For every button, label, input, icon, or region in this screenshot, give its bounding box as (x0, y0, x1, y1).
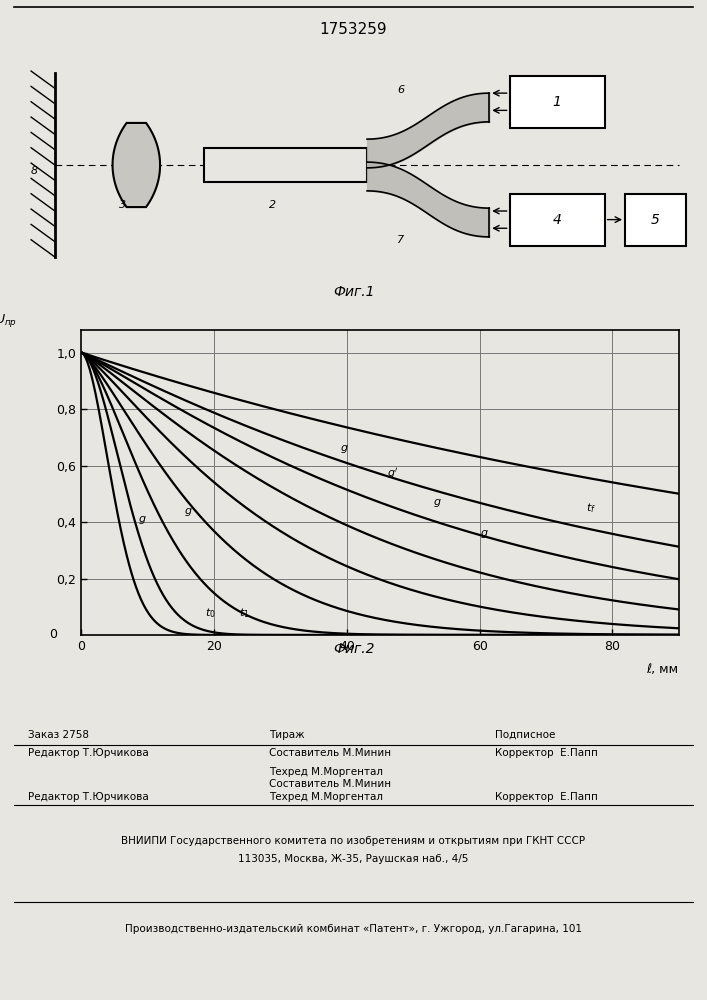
Text: 7: 7 (397, 235, 404, 245)
Text: $g$: $g$ (340, 443, 349, 455)
Bar (510, 194, 604, 245)
Text: 1: 1 (553, 95, 561, 109)
Text: Корректор  Е.Папп: Корректор Е.Папп (495, 792, 598, 802)
Text: Редактор Т.Юрчикова: Редактор Т.Юрчикова (28, 748, 149, 758)
Text: Подписное: Подписное (495, 730, 555, 740)
Bar (510, 76, 604, 128)
Text: ℓ, мм: ℓ, мм (647, 663, 679, 676)
Text: Техред М.Моргентал: Техред М.Моргентал (269, 792, 382, 802)
Text: Фиг.2: Фиг.2 (333, 642, 374, 656)
Text: 3: 3 (119, 200, 127, 210)
Text: 1753259: 1753259 (320, 22, 387, 37)
Text: $g$: $g$ (185, 506, 193, 518)
Text: Заказ 2758: Заказ 2758 (28, 730, 89, 740)
Text: $g$: $g$ (433, 497, 442, 509)
Bar (204, 148, 367, 182)
Text: 2: 2 (269, 200, 276, 210)
Bar (625, 194, 686, 245)
Text: $g'$: $g'$ (387, 466, 398, 481)
Text: 0: 0 (49, 629, 57, 642)
Text: Составитель М.Минин: Составитель М.Минин (269, 748, 391, 758)
Text: Фиг.1: Фиг.1 (333, 285, 374, 299)
Text: Составитель М.Минин: Составитель М.Минин (269, 779, 391, 789)
Polygon shape (112, 123, 160, 207)
Text: $t_1$: $t_1$ (239, 607, 250, 620)
Text: $g$: $g$ (138, 514, 146, 526)
Text: Редактор Т.Юрчикова: Редактор Т.Юрчикова (28, 792, 149, 802)
Text: $g$: $g$ (479, 528, 489, 540)
Text: Техред М.Моргентал: Техред М.Моргентал (269, 767, 382, 777)
Text: $U_{пр}$: $U_{пр}$ (0, 312, 17, 329)
Text: Тираж: Тираж (269, 730, 304, 740)
Text: 8: 8 (31, 166, 38, 176)
Text: $t_0$: $t_0$ (205, 607, 216, 620)
Text: $t_f$: $t_f$ (586, 501, 596, 515)
Text: 113035, Москва, Ж-35, Раушская наб., 4/5: 113035, Москва, Ж-35, Раушская наб., 4/5 (238, 853, 469, 863)
Text: Корректор  Е.Папп: Корректор Е.Папп (495, 748, 598, 758)
Text: Производственно-издательский комбинат «Патент», г. Ужгород, ул.Гагарина, 101: Производственно-издательский комбинат «П… (125, 924, 582, 934)
Text: 5: 5 (651, 213, 660, 227)
Text: ВНИИПИ Государственного комитета по изобретениям и открытиям при ГКНТ СССР: ВНИИПИ Государственного комитета по изоб… (122, 836, 585, 846)
Text: 6: 6 (397, 85, 404, 95)
Text: 4: 4 (553, 213, 561, 227)
